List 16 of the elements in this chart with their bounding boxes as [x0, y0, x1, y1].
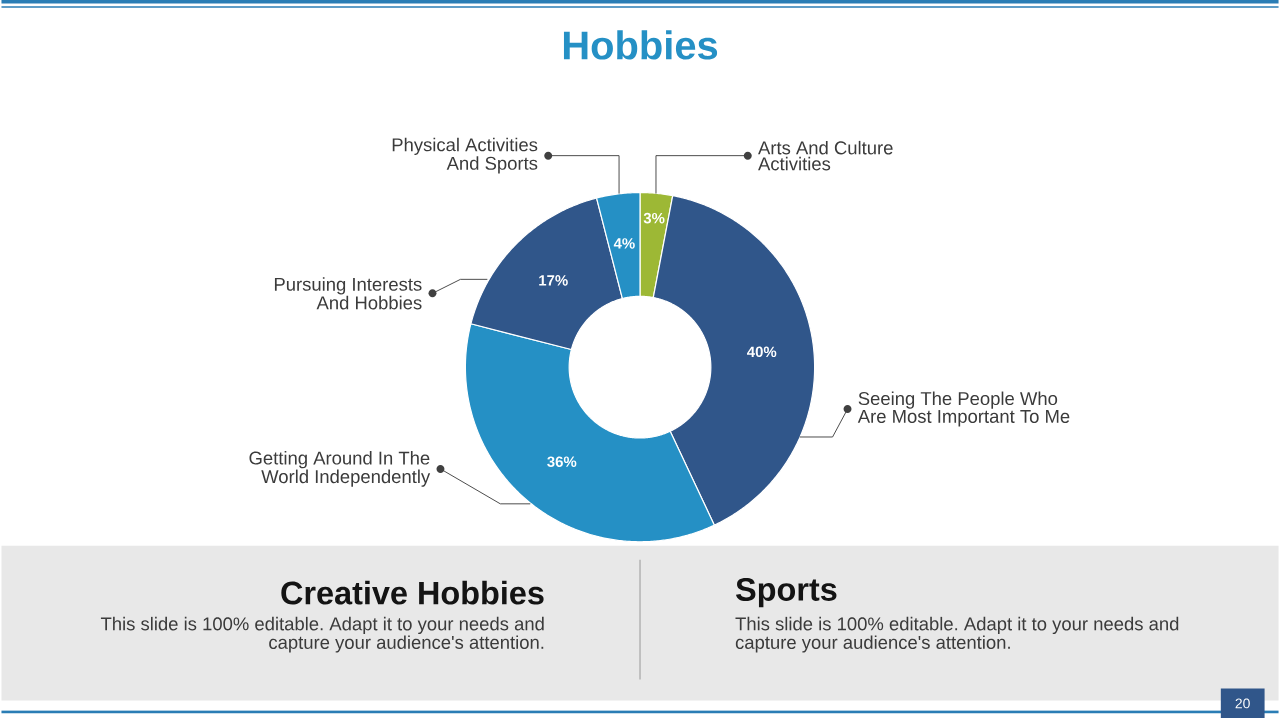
- text: This slide is 100% editable. Adapt it to your needs and capture your audience's attention.: [735, 616, 1179, 653]
- slice-label: Arts And Culture Activities: [758, 140, 893, 171]
- text: This slide is 100% editable. Adapt it to your needs and capture your audience's attention.: [100, 616, 544, 653]
- slice-label: Physical Activities And Sports: [392, 137, 538, 174]
- text: 20: [1235, 698, 1250, 709]
- data-label: 40%: [747, 346, 777, 357]
- slice-label: Getting Around In The World Independently: [249, 450, 431, 487]
- data-label: 36%: [547, 456, 577, 467]
- data-label: 4%: [613, 237, 635, 249]
- text: Sports: [736, 577, 837, 608]
- slice-label: Pursuing Interests And Hobbies: [274, 277, 422, 310]
- data-label: 17%: [539, 274, 568, 286]
- chart-title: Hobbies: [563, 30, 718, 60]
- text: Creative Hobbies: [281, 580, 544, 605]
- slice-label: Seeing The People Who Are Most Important To Me: [857, 391, 1070, 427]
- data-label: 3%: [643, 212, 665, 224]
